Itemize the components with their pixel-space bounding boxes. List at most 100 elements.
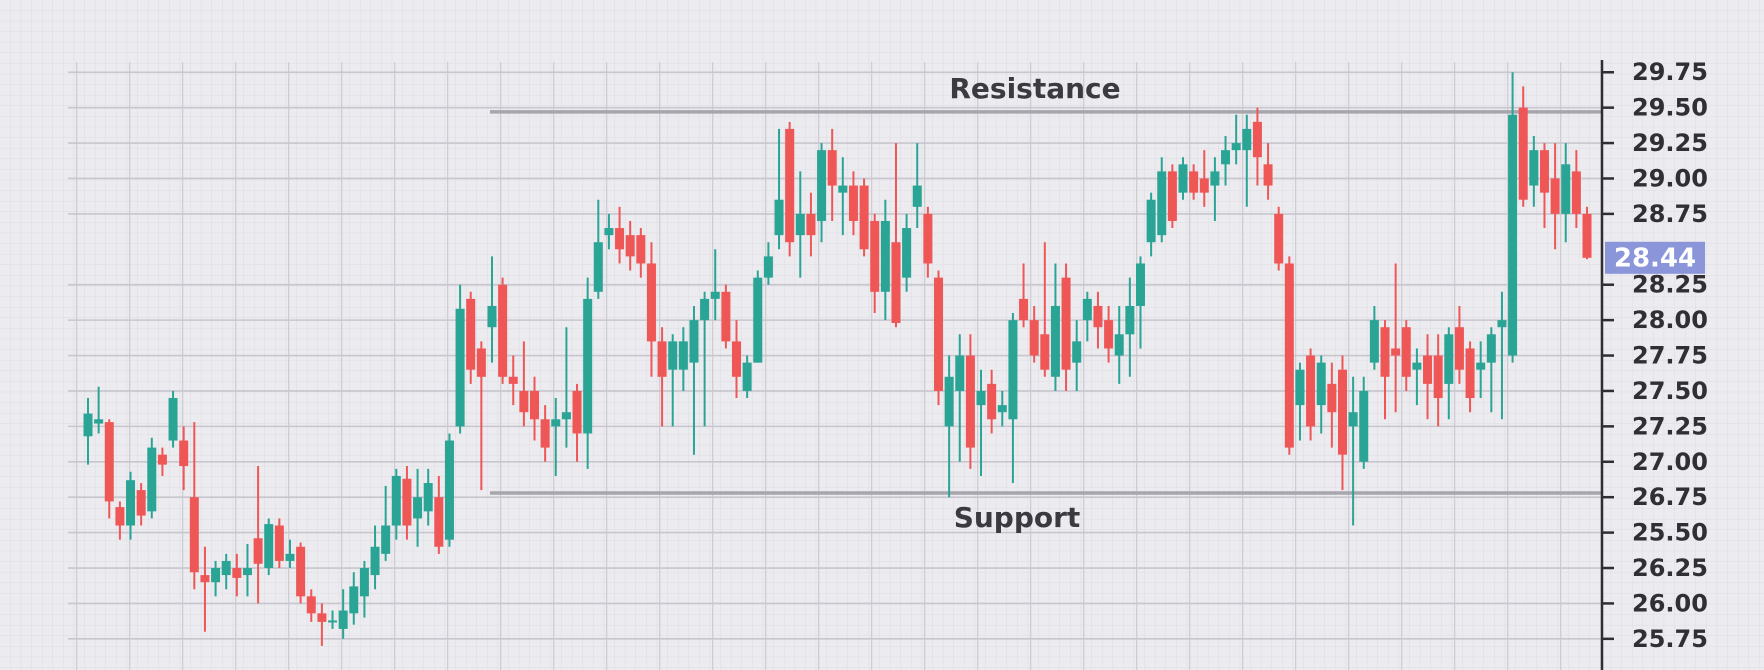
- candle-body: [1050, 305, 1060, 377]
- candle-body: [1359, 390, 1369, 462]
- candle-body: [700, 298, 710, 321]
- candle-body: [572, 390, 582, 434]
- candle-body: [391, 475, 401, 526]
- candle-body: [413, 497, 423, 519]
- candle-body: [987, 383, 997, 420]
- y-tick-label: 28.25: [1632, 271, 1708, 299]
- last-price-tag: [1605, 241, 1705, 274]
- candle-body: [1082, 298, 1092, 321]
- candle-body: [1476, 362, 1486, 370]
- candle-body: [561, 412, 571, 420]
- candle-body: [838, 185, 848, 193]
- candle-body: [1242, 128, 1252, 151]
- candle-body: [466, 298, 476, 370]
- candle-body: [1423, 355, 1433, 384]
- candle-body: [1189, 171, 1199, 193]
- y-tick-label: 27.50: [1632, 377, 1708, 405]
- candle-body: [795, 213, 805, 236]
- candle-body: [1029, 320, 1039, 356]
- candle-body: [1529, 150, 1539, 186]
- candle-body: [1263, 164, 1273, 186]
- candle-body: [1199, 178, 1209, 193]
- candle-body: [1125, 305, 1135, 335]
- candle-body: [1072, 341, 1082, 363]
- candle-body: [1231, 143, 1241, 151]
- candle-body: [1135, 263, 1145, 306]
- candle-body: [338, 610, 348, 629]
- candle-body: [870, 220, 880, 292]
- candle-body: [625, 235, 635, 257]
- candle-body: [1401, 327, 1411, 377]
- candle-body: [1274, 213, 1284, 264]
- candle-body: [1008, 320, 1018, 420]
- candle-body: [1369, 320, 1379, 363]
- candle-body: [1157, 171, 1167, 236]
- candle-body: [1380, 327, 1390, 377]
- candle-body: [551, 419, 561, 427]
- candle-body: [1497, 320, 1507, 328]
- candle-body: [848, 185, 858, 221]
- candle-body: [1061, 277, 1071, 370]
- candle-body: [104, 422, 114, 502]
- candle-body: [1508, 114, 1518, 356]
- candle-body: [444, 440, 454, 540]
- y-tick-label: 29.50: [1632, 94, 1708, 122]
- candle-body: [1337, 369, 1347, 455]
- candle-body: [476, 348, 486, 377]
- candle-body: [742, 362, 752, 391]
- candle-body: [519, 390, 529, 413]
- candle-body: [583, 298, 593, 434]
- candle-body: [657, 341, 667, 377]
- candle-body: [83, 413, 93, 437]
- y-tick-label: 27.25: [1632, 412, 1708, 440]
- candle-body: [189, 497, 199, 573]
- candle-body: [370, 546, 380, 576]
- candle-body: [774, 199, 784, 236]
- y-tick-label: 29.00: [1632, 164, 1708, 192]
- candle-body: [1444, 334, 1454, 384]
- candle-body: [1433, 355, 1443, 399]
- candle-body: [1210, 171, 1220, 186]
- candle-body: [147, 447, 157, 512]
- last-price-label: 28.44: [1614, 243, 1696, 273]
- candle-body: [1465, 348, 1475, 399]
- candle-body: [678, 341, 688, 370]
- candle-body: [891, 242, 901, 323]
- candle-body: [168, 398, 178, 441]
- candle-body: [604, 228, 614, 236]
- candle-body: [1454, 327, 1464, 370]
- candle-body: [1539, 150, 1549, 193]
- candle-body: [827, 150, 837, 186]
- candle-body: [1550, 178, 1560, 214]
- candle-body: [1582, 213, 1592, 258]
- y-tick-label: 27.00: [1632, 448, 1708, 476]
- candle-body: [179, 440, 189, 467]
- candle-body: [944, 376, 954, 427]
- candle-body: [732, 341, 742, 377]
- y-tick-label: 25.50: [1632, 519, 1708, 547]
- candle-body: [646, 263, 656, 342]
- y-tick-label: 26.75: [1632, 483, 1708, 511]
- candle-body: [232, 568, 242, 578]
- candle-body: [264, 524, 274, 569]
- candle-body: [912, 185, 922, 207]
- candle-body: [1518, 107, 1528, 200]
- candle-body: [955, 355, 965, 391]
- candle-body: [1040, 334, 1050, 370]
- y-tick-label: 29.25: [1632, 129, 1708, 157]
- candle-body: [540, 419, 550, 448]
- candle-body: [615, 228, 625, 250]
- candle-body: [668, 341, 678, 370]
- candle-body: [1104, 320, 1114, 349]
- candle-body: [763, 256, 773, 278]
- candle-body: [200, 575, 210, 583]
- candle-body: [689, 320, 699, 363]
- level-label: Support: [954, 501, 1081, 534]
- y-tick-label: 28.75: [1632, 200, 1708, 228]
- candle-body: [1146, 199, 1156, 243]
- candle-body: [157, 454, 167, 465]
- candle-body: [721, 291, 731, 342]
- candle-body: [1561, 164, 1571, 214]
- candle-body: [221, 560, 231, 576]
